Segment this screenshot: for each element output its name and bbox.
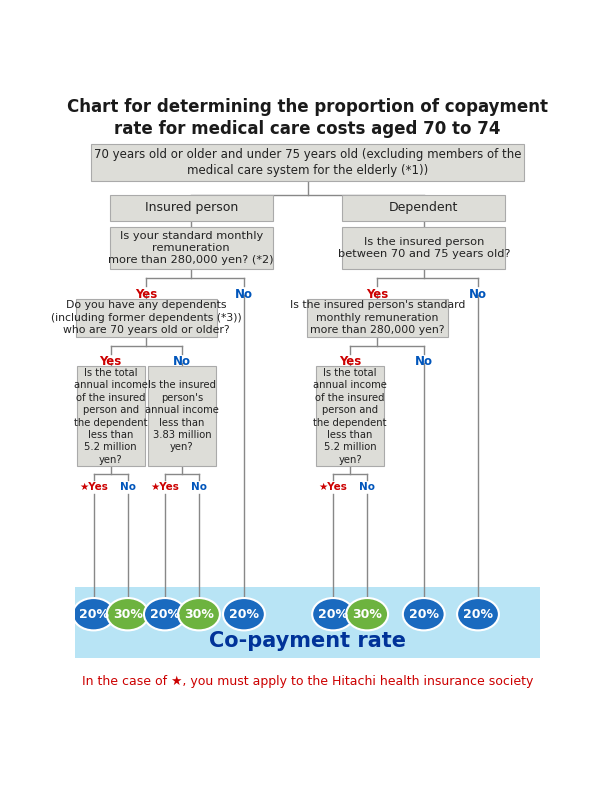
Text: 20%: 20%	[79, 608, 109, 621]
FancyBboxPatch shape	[316, 366, 384, 466]
Text: Yes: Yes	[135, 288, 157, 301]
Text: 30%: 30%	[352, 608, 382, 621]
Ellipse shape	[346, 598, 388, 630]
Text: No: No	[173, 355, 191, 369]
FancyBboxPatch shape	[148, 366, 216, 466]
Ellipse shape	[73, 598, 115, 630]
FancyBboxPatch shape	[307, 298, 448, 337]
Text: Yes: Yes	[339, 355, 361, 369]
Text: ★Yes: ★Yes	[79, 482, 108, 492]
Text: 20%: 20%	[409, 608, 439, 621]
FancyBboxPatch shape	[77, 366, 145, 466]
Text: Yes: Yes	[100, 355, 122, 369]
Text: ★Yes: ★Yes	[151, 482, 179, 492]
FancyBboxPatch shape	[110, 194, 272, 221]
Text: No: No	[120, 482, 136, 492]
Text: 70 years old or older and under 75 years old (excluding members of the
medical c: 70 years old or older and under 75 years…	[94, 148, 521, 177]
Text: No: No	[469, 288, 487, 301]
Ellipse shape	[223, 598, 265, 630]
Text: 20%: 20%	[463, 608, 493, 621]
FancyBboxPatch shape	[76, 298, 217, 337]
Text: 20%: 20%	[150, 608, 180, 621]
Ellipse shape	[178, 598, 220, 630]
Text: 30%: 30%	[184, 608, 214, 621]
Bar	[75, 587, 540, 658]
Text: 30%: 30%	[113, 608, 143, 621]
FancyBboxPatch shape	[91, 144, 524, 181]
Text: Is the insured person
between 70 and 75 years old?: Is the insured person between 70 and 75 …	[337, 237, 510, 259]
Text: Is the total
annual income
of the insured
person and
the dependent
less than
5.2: Is the total annual income of the insure…	[313, 368, 387, 465]
Ellipse shape	[312, 598, 354, 630]
Text: In the case of ★, you must apply to the Hitachi health insurance society: In the case of ★, you must apply to the …	[82, 674, 533, 688]
FancyBboxPatch shape	[343, 194, 505, 221]
Text: No: No	[359, 482, 375, 492]
Text: 20%: 20%	[318, 608, 348, 621]
Text: No: No	[191, 482, 207, 492]
Ellipse shape	[144, 598, 186, 630]
FancyBboxPatch shape	[110, 227, 272, 270]
Text: Is the insured person's standard
monthly remuneration
more than 280,000 yen?: Is the insured person's standard monthly…	[290, 300, 465, 335]
Text: Is your standard monthly
remuneration
more than 280,000 yen? (*2): Is your standard monthly remuneration mo…	[109, 230, 274, 266]
FancyBboxPatch shape	[343, 227, 505, 270]
Text: ★Yes: ★Yes	[319, 482, 347, 492]
Text: Chart for determining the proportion of copayment
rate for medical care costs ag: Chart for determining the proportion of …	[67, 98, 548, 138]
Text: Dependent: Dependent	[389, 201, 458, 214]
Text: No: No	[235, 288, 253, 301]
Text: No: No	[415, 355, 433, 369]
Ellipse shape	[403, 598, 445, 630]
Text: Insured person: Insured person	[145, 201, 238, 214]
Text: Is the insured
person's
annual income
less than
3.83 million
yen?: Is the insured person's annual income le…	[145, 380, 219, 452]
Text: Do you have any dependents
(including former dependents (*3))
who are 70 years o: Do you have any dependents (including fo…	[51, 300, 242, 335]
Text: Is the total
annual income
of the insured
person and
the dependent
less than
5.2: Is the total annual income of the insure…	[74, 368, 148, 465]
Ellipse shape	[457, 598, 499, 630]
Text: Yes: Yes	[366, 288, 388, 301]
Text: 20%: 20%	[229, 608, 259, 621]
Text: Co-payment rate: Co-payment rate	[209, 631, 406, 651]
Ellipse shape	[107, 598, 149, 630]
